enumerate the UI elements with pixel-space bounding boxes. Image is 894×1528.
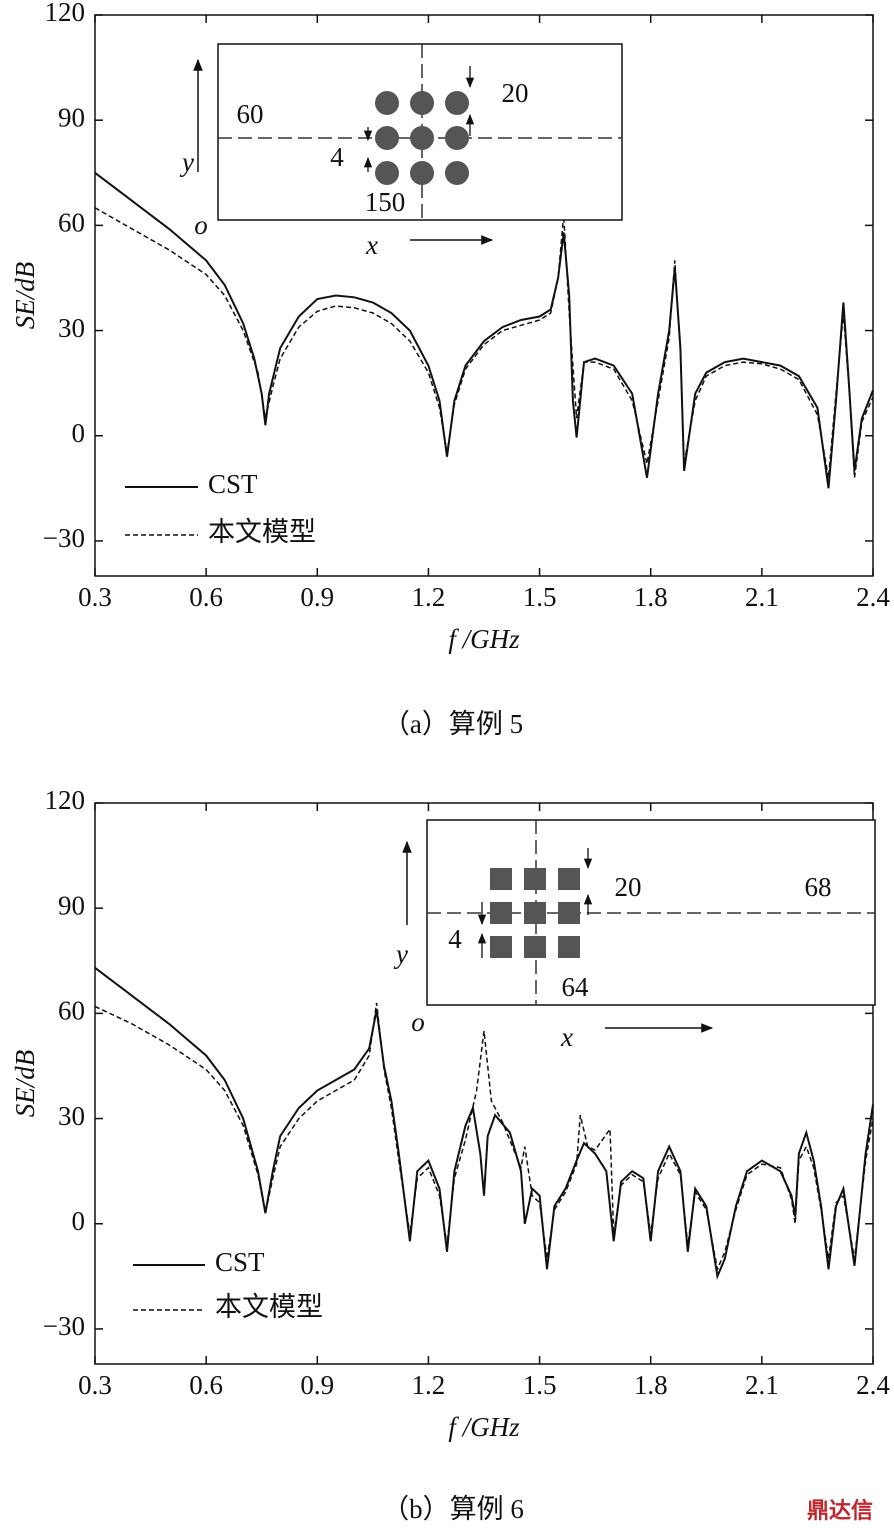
x-tick-label: 2.4 — [856, 582, 890, 612]
aperture — [410, 91, 434, 115]
x-tick-label: 1.8 — [634, 582, 668, 612]
x-tick-label: 1.8 — [634, 1370, 668, 1400]
y-tick-label: 120 — [45, 0, 86, 27]
dimension-label: 64 — [562, 972, 590, 1002]
x-tick-label: 0.3 — [78, 582, 112, 612]
y-axis-label: SE/dB — [10, 1050, 40, 1118]
axis-name: y — [393, 939, 408, 969]
y-tick-label: 60 — [58, 996, 85, 1026]
aperture — [410, 161, 434, 185]
axis-name: o — [194, 210, 208, 240]
aperture — [524, 902, 546, 924]
aperture — [490, 868, 512, 890]
aperture — [410, 126, 434, 150]
dimension-label: 4 — [330, 142, 344, 172]
legend-label: 本文模型 — [215, 1292, 323, 1322]
x-tick-label: 0.9 — [300, 1370, 334, 1400]
legend-label: CST — [215, 1247, 265, 1277]
x-tick-label: 0.6 — [189, 1370, 223, 1400]
dimension-label: 20 — [615, 872, 642, 902]
axis-name: x — [365, 230, 378, 260]
aperture — [558, 902, 580, 924]
x-axis-label: f /GHz — [448, 1412, 520, 1442]
aperture — [445, 91, 469, 115]
legend-label: CST — [208, 469, 258, 499]
aperture — [445, 161, 469, 185]
x-tick-label: 0.3 — [78, 1370, 112, 1400]
aperture — [375, 126, 399, 150]
series-line — [94, 1002, 874, 1272]
x-tick-label: 1.5 — [523, 582, 557, 612]
y-tick-label: 30 — [58, 313, 85, 343]
dimension-label: 4 — [448, 924, 462, 954]
x-axis-label: f /GHz — [448, 624, 520, 654]
dimension-label: 150 — [365, 187, 406, 217]
series-line — [94, 207, 874, 478]
x-tick-label: 2.1 — [745, 582, 779, 612]
y-axis-label: SE/dB — [10, 262, 40, 330]
series-line — [94, 172, 874, 489]
x-tick-label: 2.4 — [856, 1370, 890, 1400]
y-tick-label: 90 — [58, 102, 85, 132]
plot-frame — [94, 14, 874, 577]
y-tick-label: 60 — [58, 208, 85, 238]
aperture — [375, 91, 399, 115]
x-tick-label: 1.5 — [523, 1370, 557, 1400]
axis-name: y — [179, 147, 194, 177]
dimension-label: 60 — [237, 99, 264, 129]
y-tick-label: 0 — [72, 1206, 86, 1236]
x-tick-label: 1.2 — [412, 1370, 446, 1400]
aperture — [375, 161, 399, 185]
dimension-label: 68 — [805, 872, 832, 902]
y-tick-label: −30 — [43, 523, 85, 553]
caption: （b）算例 6 — [382, 1494, 524, 1524]
aperture — [490, 902, 512, 924]
y-tick-label: 90 — [58, 890, 85, 920]
x-tick-label: 2.1 — [745, 1370, 779, 1400]
legend-label: 本文模型 — [208, 517, 316, 547]
y-tick-label: −30 — [43, 1311, 85, 1341]
aperture — [524, 936, 546, 958]
x-tick-label: 1.2 — [412, 582, 446, 612]
caption: （a）算例 5 — [383, 709, 523, 739]
x-tick-label: 0.9 — [300, 582, 334, 612]
aperture — [490, 936, 512, 958]
axis-name: x — [560, 1022, 573, 1052]
y-tick-label: 0 — [72, 418, 86, 448]
y-tick-label: 30 — [58, 1101, 85, 1131]
watermark: 鼎达信 — [807, 1498, 873, 1524]
dimension-label: 20 — [502, 78, 529, 108]
aperture — [445, 126, 469, 150]
aperture — [558, 936, 580, 958]
plot-frame — [94, 802, 874, 1365]
axis-name: o — [411, 1007, 425, 1037]
x-tick-label: 0.6 — [189, 582, 223, 612]
aperture — [558, 868, 580, 890]
series-line — [94, 967, 874, 1280]
y-tick-label: 120 — [45, 785, 86, 815]
aperture — [524, 868, 546, 890]
